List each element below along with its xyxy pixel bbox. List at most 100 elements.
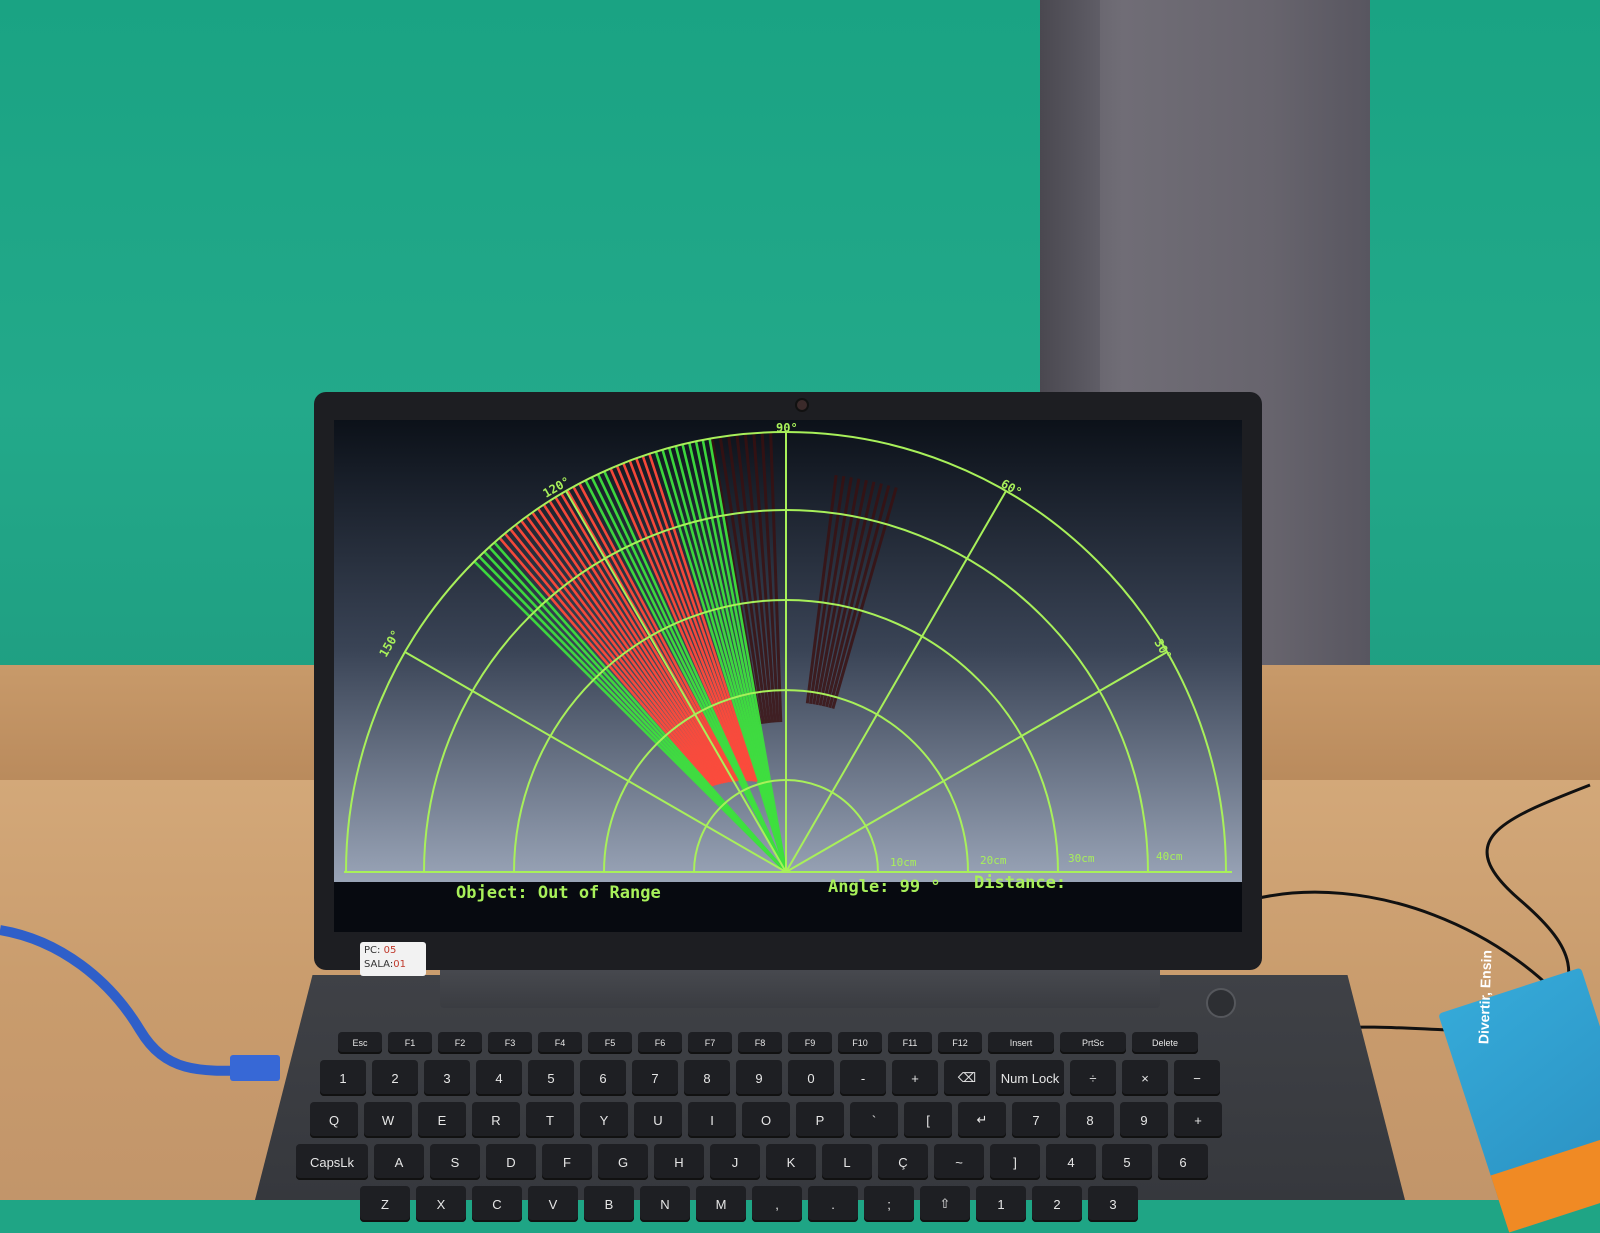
key[interactable]: X: [416, 1186, 466, 1222]
sweep-line-red: [503, 532, 716, 787]
key[interactable]: 4: [476, 1060, 522, 1096]
key[interactable]: 7: [632, 1060, 678, 1096]
usb-cable: [0, 925, 281, 1081]
key[interactable]: 9: [1120, 1102, 1168, 1138]
key[interactable]: F1: [388, 1032, 432, 1054]
key[interactable]: 6: [580, 1060, 626, 1096]
sweep-line-red: [635, 457, 755, 782]
sweep-line-red: [609, 467, 748, 782]
key[interactable]: T: [526, 1102, 574, 1138]
key[interactable]: .: [808, 1186, 858, 1222]
key[interactable]: ~: [934, 1144, 984, 1180]
sweep-line-red: [641, 455, 757, 782]
radar-background: [334, 420, 1242, 932]
distance-label-30cm: 30cm: [1068, 852, 1095, 865]
key[interactable]: ⇧: [920, 1186, 970, 1222]
key[interactable]: F: [542, 1144, 592, 1180]
key[interactable]: F10: [838, 1032, 882, 1054]
key[interactable]: F7: [688, 1032, 732, 1054]
key[interactable]: A: [374, 1144, 424, 1180]
key[interactable]: Y: [580, 1102, 628, 1138]
function-key-row: Esc F1 F2 F3 F4 F5 F6 F7 F8 F9 F10 F11 F12 Insert PrtS…: [338, 1032, 1198, 1054]
key[interactable]: 3: [424, 1060, 470, 1096]
key[interactable]: ]: [990, 1144, 1040, 1180]
key[interactable]: Num Lock: [996, 1060, 1064, 1096]
key[interactable]: F12: [938, 1032, 982, 1054]
key[interactable]: Insert: [988, 1032, 1054, 1054]
key[interactable]: F11: [888, 1032, 932, 1054]
key[interactable]: N: [640, 1186, 690, 1222]
key[interactable]: E: [418, 1102, 466, 1138]
key[interactable]: 0: [788, 1060, 834, 1096]
key[interactable]: V: [528, 1186, 578, 1222]
key[interactable]: F2: [438, 1032, 482, 1054]
key[interactable]: ;: [864, 1186, 914, 1222]
key[interactable]: B: [584, 1186, 634, 1222]
radar-angle-spoke: [785, 490, 1007, 873]
key[interactable]: F6: [638, 1032, 682, 1054]
key[interactable]: Delete: [1132, 1032, 1198, 1054]
key[interactable]: I: [688, 1102, 736, 1138]
key[interactable]: PrtSc: [1060, 1032, 1126, 1054]
key[interactable]: 4: [1046, 1144, 1096, 1180]
key[interactable]: 5: [1102, 1144, 1152, 1180]
key[interactable]: 9: [736, 1060, 782, 1096]
sweep-line-red: [548, 500, 730, 783]
key[interactable]: 1: [976, 1186, 1026, 1222]
fade-trail-line: [735, 434, 771, 724]
key[interactable]: Ç: [878, 1144, 928, 1180]
key[interactable]: P: [796, 1102, 844, 1138]
key[interactable]: −: [1174, 1060, 1220, 1096]
key[interactable]: G: [598, 1144, 648, 1180]
power-button[interactable]: [1206, 988, 1236, 1018]
key[interactable]: F8: [738, 1032, 782, 1054]
key[interactable]: 2: [1032, 1186, 1082, 1222]
key[interactable]: ⌫: [944, 1060, 990, 1096]
key[interactable]: 8: [1066, 1102, 1114, 1138]
key[interactable]: ÷: [1070, 1060, 1116, 1096]
key[interactable]: -: [840, 1060, 886, 1096]
key[interactable]: M: [696, 1186, 746, 1222]
sweep-line-red: [628, 460, 753, 782]
key[interactable]: 6: [1158, 1144, 1208, 1180]
key[interactable]: D: [486, 1144, 536, 1180]
key[interactable]: 1: [320, 1060, 366, 1096]
sweep-line-red: [615, 465, 750, 782]
distance-label-40cm: 40cm: [1156, 850, 1183, 863]
key[interactable]: +: [892, 1060, 938, 1096]
key[interactable]: L: [822, 1144, 872, 1180]
key[interactable]: 3: [1088, 1186, 1138, 1222]
key[interactable]: 8: [684, 1060, 730, 1096]
key[interactable]: CapsLk: [296, 1144, 368, 1180]
sweep-line-red: [520, 519, 721, 785]
key[interactable]: `: [850, 1102, 898, 1138]
key[interactable]: F5: [588, 1032, 632, 1054]
key[interactable]: R: [472, 1102, 520, 1138]
key[interactable]: 7: [1012, 1102, 1060, 1138]
key[interactable]: F9: [788, 1032, 832, 1054]
key[interactable]: J: [710, 1144, 760, 1180]
key[interactable]: C: [472, 1186, 522, 1222]
key[interactable]: Esc: [338, 1032, 382, 1054]
key[interactable]: 2: [372, 1060, 418, 1096]
key[interactable]: F4: [538, 1032, 582, 1054]
key[interactable]: Q: [310, 1102, 358, 1138]
fade-trail-line: [752, 433, 777, 723]
key[interactable]: K: [766, 1144, 816, 1180]
key[interactable]: +: [1174, 1102, 1222, 1138]
key[interactable]: H: [654, 1144, 704, 1180]
key[interactable]: S: [430, 1144, 480, 1180]
key[interactable]: O: [742, 1102, 790, 1138]
key[interactable]: ↵: [958, 1102, 1006, 1138]
key[interactable]: U: [634, 1102, 682, 1138]
key[interactable]: ,: [752, 1186, 802, 1222]
key[interactable]: Z: [360, 1186, 410, 1222]
key[interactable]: [: [904, 1102, 952, 1138]
sweep-line-red: [498, 537, 714, 787]
key[interactable]: F3: [488, 1032, 532, 1054]
key[interactable]: 5: [528, 1060, 574, 1096]
status-bar: [334, 882, 1242, 932]
card-text: Divertir, Ensin: [1475, 949, 1495, 1045]
key[interactable]: ×: [1122, 1060, 1168, 1096]
key[interactable]: W: [364, 1102, 412, 1138]
